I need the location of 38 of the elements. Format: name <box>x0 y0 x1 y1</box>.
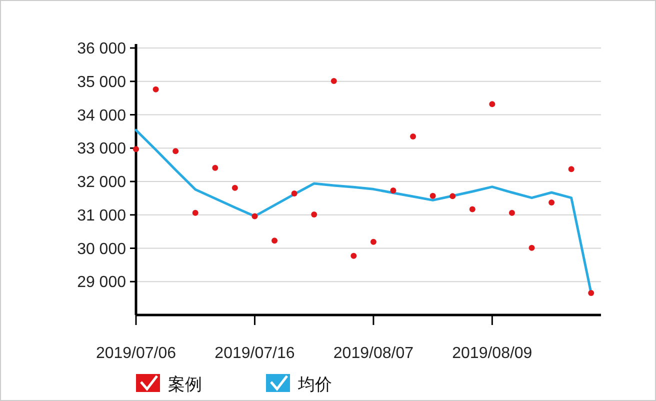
point <box>469 206 476 212</box>
point <box>192 210 198 216</box>
point <box>370 238 376 245</box>
x-tick-label: 2019/07/06 <box>96 345 176 362</box>
point <box>450 193 456 200</box>
y-tick-label: 32 000 <box>77 174 126 191</box>
point <box>252 213 258 220</box>
point <box>212 164 218 171</box>
y-tick-label: 30 000 <box>77 240 126 258</box>
point <box>390 188 396 194</box>
y-tick-label: 34 000 <box>77 107 126 124</box>
point <box>172 148 179 154</box>
point <box>588 290 594 296</box>
point <box>133 146 139 152</box>
point <box>232 184 238 191</box>
y-tick-label: 35 000 <box>77 74 126 91</box>
point <box>568 166 574 172</box>
x-tick-label: 2019/08/09 <box>452 345 532 362</box>
legend-label: 案例 <box>168 375 202 394</box>
y-tick-label: 36 000 <box>77 40 126 58</box>
point <box>430 192 436 199</box>
point <box>291 190 298 197</box>
y-tick-label: 33 000 <box>77 140 126 158</box>
point <box>410 133 416 140</box>
x-tick-label: 2019/07/16 <box>214 345 295 362</box>
point <box>528 244 535 251</box>
point <box>508 210 515 216</box>
point <box>489 101 496 108</box>
point <box>311 212 318 218</box>
point <box>152 86 159 92</box>
x-tick-label: 2019/08/07 <box>333 345 414 362</box>
point <box>330 78 337 84</box>
y-tick-label: 29 000 <box>77 274 126 292</box>
point <box>350 252 357 259</box>
y-tick-label: 31 000 <box>77 207 126 224</box>
point <box>272 238 278 244</box>
point <box>548 200 555 206</box>
legend-label: 均价 <box>297 375 332 394</box>
